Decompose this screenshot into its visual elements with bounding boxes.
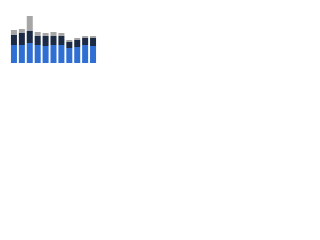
- bar-segment: [10, 30, 17, 35]
- bar-segment: [18, 29, 25, 33]
- bar-segment: [18, 45, 25, 63]
- bar-segment: [34, 45, 41, 63]
- bar-segment: [34, 32, 41, 36]
- bar-segment: [50, 36, 57, 45]
- bar-segment: [50, 45, 57, 63]
- bar-segment: [74, 47, 81, 63]
- bar-segment: [90, 36, 97, 38]
- bar-segment: [58, 33, 65, 36]
- bar-segment: [82, 45, 89, 63]
- bar-segment: [26, 43, 33, 63]
- bar-segment: [90, 38, 97, 46]
- bar-segment: [18, 33, 25, 45]
- bar-segment: [82, 38, 89, 45]
- bar-segment: [34, 36, 41, 45]
- bar-segment: [42, 33, 49, 36]
- bar-segment: [82, 36, 89, 38]
- bar-segment: [10, 45, 17, 63]
- bar-segment: [66, 40, 73, 42]
- bar-segment: [74, 38, 81, 40]
- bar-segment: [26, 31, 33, 43]
- bar-segment: [66, 48, 73, 63]
- bar-segment: [26, 16, 33, 31]
- bar-segment: [58, 36, 65, 45]
- bar-segment: [66, 42, 73, 48]
- bar-segment: [74, 40, 81, 47]
- chart: [10, 16, 97, 63]
- bar-segment: [42, 46, 49, 63]
- bar-segment: [50, 32, 57, 36]
- bar-segment: [42, 36, 49, 46]
- bar-segment: [58, 45, 65, 63]
- bar-segment: [10, 35, 17, 45]
- bar-segment: [90, 46, 97, 63]
